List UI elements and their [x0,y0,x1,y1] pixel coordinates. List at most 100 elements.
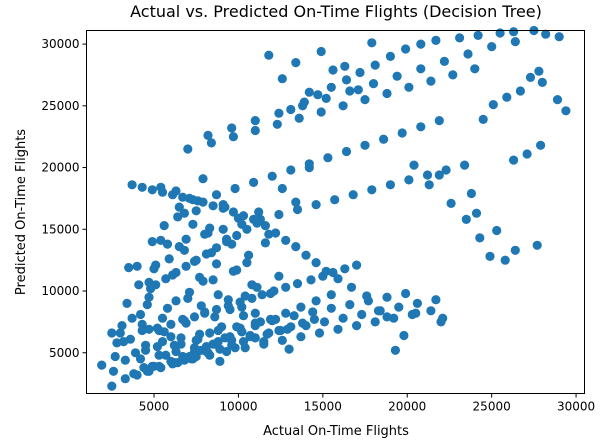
data-point [205,328,215,338]
data-point [341,146,352,157]
data-point [195,329,205,339]
data-point [179,245,189,255]
data-point [281,282,291,292]
data-point [161,274,171,284]
data-point [134,280,144,290]
data-point [426,76,436,86]
data-point [127,313,137,323]
data-point [259,339,269,349]
data-point [183,293,193,303]
data-point [161,350,171,360]
data-point [355,67,365,78]
chart-title: Actual vs. Predicted On-Time Flights (De… [130,2,542,21]
data-point [115,328,125,338]
data-point [438,313,448,323]
data-point [173,212,183,222]
data-point [316,107,326,117]
data-point [206,138,216,148]
data-point [189,312,200,322]
y-tick-label: 25000 [41,99,79,113]
data-point [218,203,228,213]
data-point [210,312,220,322]
data-point [203,348,213,358]
data-point [291,197,301,207]
data-point [127,180,137,190]
data-point [340,264,350,274]
data-point [228,132,238,142]
data-point [326,82,336,92]
data-point [367,185,377,195]
data-point [159,327,169,337]
data-point [142,300,152,310]
data-point [274,271,284,281]
data-point [382,312,392,322]
data-point [107,381,117,391]
data-point [171,267,181,278]
data-point [301,250,311,260]
data-point [213,325,223,336]
data-point [338,313,348,323]
data-point [222,237,232,247]
data-point [176,333,186,343]
data-point [250,321,260,331]
data-point [201,249,211,259]
data-point [466,188,476,199]
data-point [181,234,191,244]
data-point [171,346,181,357]
data-point [257,290,267,300]
x-tick-label: 20000 [388,400,426,414]
data-point [157,313,168,323]
data-point [179,355,189,365]
data-point [475,233,485,243]
data-point [316,46,326,57]
data-point [162,239,173,249]
data-point [404,175,414,185]
data-point [522,149,532,159]
y-tick-label: 10000 [41,284,79,298]
data-point [198,174,208,184]
data-point [215,344,225,354]
data-point [353,85,363,95]
data-point [271,228,281,238]
data-point [328,65,338,75]
data-point [401,44,411,54]
data-point [333,324,343,334]
data-point [159,221,169,231]
data-point [416,39,426,49]
data-point [191,206,201,216]
data-point [203,130,213,140]
data-point [250,125,260,136]
data-point [471,208,482,218]
data-point [502,92,512,102]
data-point [107,328,117,338]
data-point [178,192,188,202]
data-point [252,218,262,228]
data-point [227,123,237,133]
data-point [510,245,520,255]
data-point [152,323,162,333]
data-point [267,171,277,181]
data-point [238,211,249,221]
data-point [485,251,495,261]
data-point [385,180,395,190]
y-axis-label: Predicted On-Time Flights [14,129,29,295]
data-point [311,258,321,268]
data-point [352,321,362,331]
data-point [382,88,392,99]
data-point [289,311,299,321]
data-point [168,359,178,369]
data-point [227,340,237,350]
data-point [230,183,240,194]
data-point [291,58,301,68]
data-point [147,237,157,247]
data-point [200,229,210,239]
data-point [439,56,449,66]
data-point [352,260,362,270]
data-point [460,160,470,170]
data-point [321,93,331,103]
data-point [426,306,436,316]
data-point [265,314,276,324]
x-tick-label: 25000 [473,400,511,414]
data-point [208,275,218,285]
data-point [416,64,426,74]
